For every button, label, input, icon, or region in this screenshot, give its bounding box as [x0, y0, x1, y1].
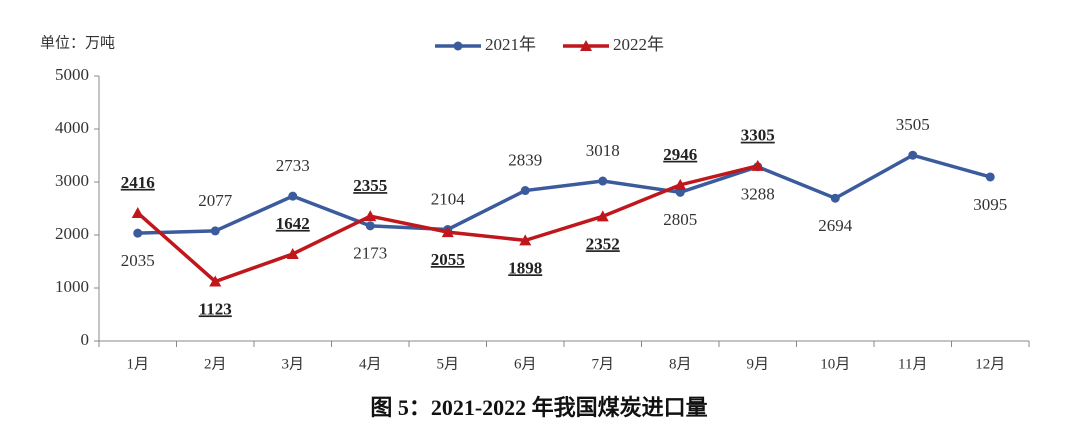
- data-label: 2839: [508, 150, 542, 169]
- data-label: 1642: [276, 214, 310, 233]
- x-tick-label: 11月: [898, 356, 927, 372]
- y-tick-label: 5000: [55, 65, 89, 84]
- point: [520, 186, 530, 196]
- point: [453, 41, 463, 51]
- data-label: 3505: [896, 115, 930, 134]
- point: [830, 193, 840, 203]
- point: [596, 210, 609, 222]
- data-label: 2355: [353, 176, 387, 195]
- x-tick-label: 10月: [820, 356, 850, 372]
- point: [598, 176, 608, 186]
- data-label: 1898: [508, 258, 542, 277]
- data-label: 2035: [121, 251, 155, 270]
- point: [751, 159, 764, 171]
- point: [364, 210, 377, 222]
- data-label: 3018: [586, 141, 620, 160]
- x-tick-label: 6月: [514, 356, 537, 372]
- point: [519, 234, 532, 246]
- data-label: 2077: [198, 191, 233, 210]
- point: [133, 228, 143, 238]
- data-label: 3305: [741, 126, 775, 145]
- x-tick-label: 8月: [669, 356, 692, 372]
- legend-label: 2022年: [613, 35, 664, 54]
- x-tick-label: 7月: [591, 356, 614, 372]
- point: [985, 172, 995, 182]
- line: [137, 153, 991, 235]
- y-tick-label: 4000: [55, 118, 89, 137]
- point: [675, 187, 685, 197]
- y-axis-unit: 单位：万吨: [40, 34, 115, 51]
- point: [908, 150, 918, 160]
- data-label: 2946: [663, 145, 697, 164]
- x-tick-label: 2月: [204, 356, 227, 372]
- data-label: 3095: [973, 195, 1007, 214]
- point: [210, 226, 220, 236]
- point: [441, 226, 454, 238]
- x-tick-label: 4月: [359, 356, 382, 372]
- point: [286, 247, 299, 259]
- data-label: 2173: [353, 244, 387, 263]
- point: [580, 40, 592, 51]
- x-tick-label: 5月: [436, 356, 459, 372]
- x-tick-label: 9月: [746, 356, 769, 372]
- y-tick-label: 1000: [55, 277, 89, 296]
- legend-label: 2021年: [485, 35, 536, 54]
- data-label: 2352: [586, 234, 620, 253]
- data-label: 1123: [199, 299, 232, 318]
- data-label: 2805: [663, 210, 697, 229]
- point: [674, 178, 687, 190]
- x-tick-label: 12月: [975, 356, 1005, 372]
- data-label: 2104: [431, 189, 466, 208]
- point: [209, 275, 222, 287]
- data-label: 2416: [121, 173, 155, 192]
- x-tick-label: 1月: [126, 356, 149, 372]
- chart-title: 图 5：2021-2022 年我国煤炭进口量: [370, 395, 707, 420]
- data-label: 2055: [431, 250, 465, 269]
- data-label: 2733: [276, 156, 310, 175]
- point: [131, 206, 144, 218]
- point: [288, 191, 298, 201]
- y-tick-label: 3000: [55, 171, 89, 190]
- y-tick-label: 0: [81, 330, 90, 349]
- data-label: 3288: [741, 185, 775, 204]
- point: [365, 221, 375, 231]
- y-tick-label: 2000: [55, 224, 89, 243]
- data-label: 2694: [818, 216, 853, 235]
- x-tick-label: 3月: [281, 356, 304, 372]
